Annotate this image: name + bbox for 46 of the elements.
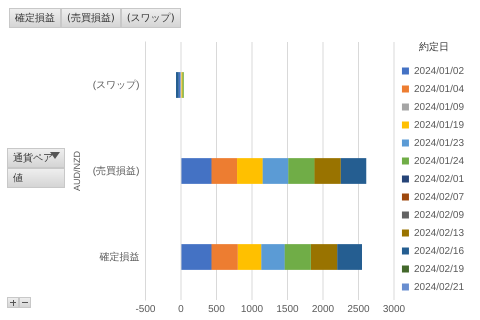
x-tick-label: -500 (135, 304, 156, 315)
bar (314, 158, 341, 184)
bar (340, 158, 366, 184)
x-tick-label: 0 (178, 304, 184, 315)
legend-label: 2024/02/09 (414, 210, 464, 221)
bar (238, 244, 262, 270)
x-tick-label: 3000 (382, 304, 406, 315)
legend-label: 2024/01/09 (414, 102, 464, 113)
y-axis-title: AUD/NZD (72, 150, 82, 191)
text: 確定損益 (9, 8, 61, 28)
x-tick-label: 2500 (347, 304, 370, 315)
y-tick-label: (売買損益) (92, 164, 140, 177)
bar (237, 158, 263, 184)
bar (337, 244, 362, 270)
text: 通貨ペア (7, 148, 65, 168)
bar (262, 158, 288, 184)
x-tick-label: 1500 (276, 304, 300, 315)
y-tick-label: (スワップ) (92, 78, 140, 91)
x-tick-label: 1000 (240, 304, 264, 315)
x-tick-label: 2000 (312, 304, 335, 315)
bar (284, 244, 311, 270)
text: 値 (7, 168, 65, 188)
legend-label: 2024/01/04 (414, 84, 464, 95)
bar (288, 158, 314, 184)
bar (261, 244, 285, 270)
bar (310, 244, 338, 270)
bar (211, 244, 238, 270)
legend-label: 2024/01/23 (414, 138, 464, 149)
text: (スワップ) (120, 8, 181, 28)
legend-label: 2024/02/19 (414, 264, 464, 275)
legend-label: 2024/02/16 (414, 246, 464, 257)
legend-label: 2024/01/19 (414, 120, 464, 131)
legend-label: 2024/01/02 (414, 66, 464, 77)
bar (181, 244, 212, 270)
bar (211, 158, 238, 184)
bar (181, 158, 212, 184)
legend-label: 2024/02/01 (414, 174, 464, 185)
legend-label: 2024/02/13 (414, 228, 464, 239)
x-tick-label: 500 (208, 304, 226, 315)
y-tick-label: 確定損益 (98, 250, 140, 263)
text: (売買損益) (61, 8, 121, 28)
legend-title: 約定日 (418, 40, 449, 53)
legend-label: 2024/02/21 (414, 282, 464, 293)
bar (176, 72, 179, 98)
legend-label: 2024/02/07 (414, 192, 464, 203)
legend-label: 2024/01/24 (414, 156, 464, 167)
